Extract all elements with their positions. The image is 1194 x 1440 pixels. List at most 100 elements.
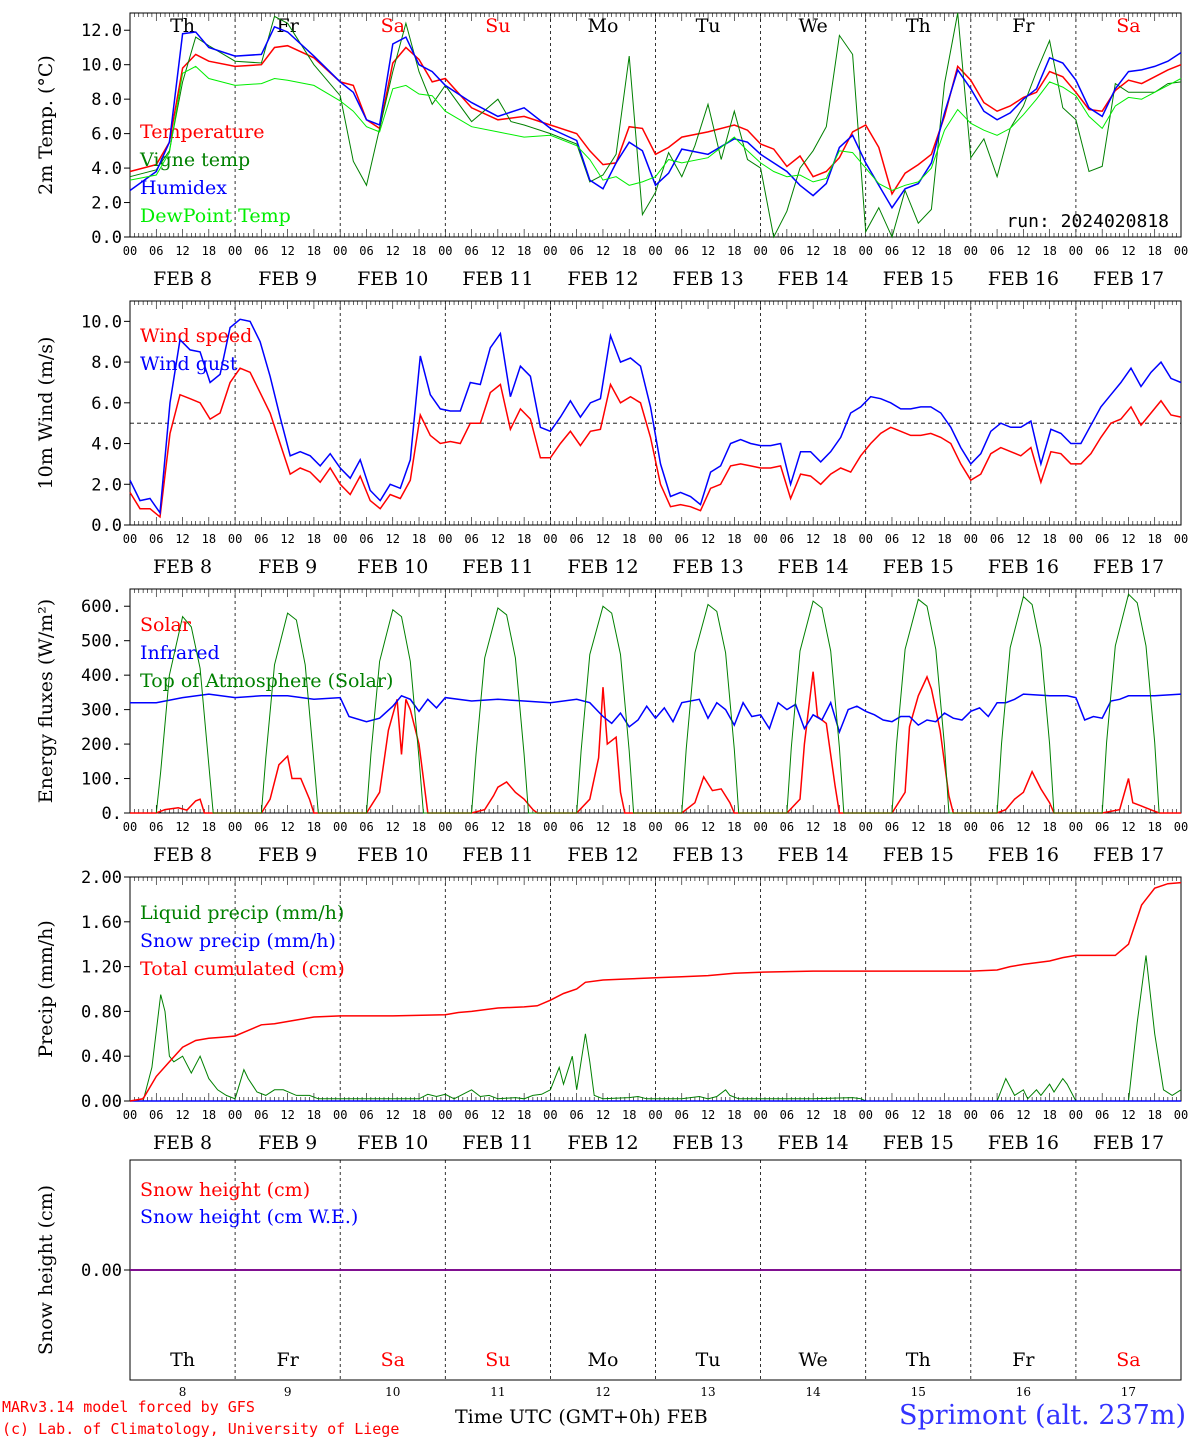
series-line-dewpoint-temp xyxy=(129,65,1182,192)
hour-tick-label: 06 xyxy=(780,244,794,258)
date-label: FEB 15 xyxy=(883,556,954,578)
hour-tick-label: 00 xyxy=(1069,244,1083,258)
hour-tick-label: 00 xyxy=(123,532,137,546)
hour-tick-label: 00 xyxy=(648,820,662,834)
hour-tick-label: 00 xyxy=(333,532,347,546)
hour-tick-label: 06 xyxy=(675,244,689,258)
station-name: Sprimont (alt. 237m) xyxy=(899,1400,1186,1431)
time-axis-text: Time UTC (GMT+0h) xyxy=(455,1406,661,1428)
hour-tick-label: 18 xyxy=(622,244,636,258)
date-label: FEB 11 xyxy=(462,1132,533,1154)
hour-tick-label: 00 xyxy=(753,1108,767,1122)
day-of-week-label: Sa xyxy=(381,1349,405,1371)
date-label: FEB 14 xyxy=(778,268,849,290)
series-line-top-of-atmosphere-solar xyxy=(155,593,1160,814)
date-label: FEB 9 xyxy=(258,1132,317,1154)
hour-tick-label: 06 xyxy=(569,820,583,834)
day-number-label: 14 xyxy=(806,1385,822,1399)
hour-tick-label: 06 xyxy=(464,820,478,834)
panel-frame xyxy=(129,300,1182,526)
legend-entry: Vigne temp xyxy=(139,149,250,171)
day-number-label: 9 xyxy=(284,1385,292,1399)
hour-tick-label: 18 xyxy=(202,532,216,546)
hour-tick-label: 06 xyxy=(569,244,583,258)
hour-tick-label: 18 xyxy=(832,532,846,546)
hour-tick-label: 18 xyxy=(517,532,531,546)
day-of-week-label: Su xyxy=(485,15,510,37)
date-label: FEB 12 xyxy=(567,556,638,578)
series-line-infrared xyxy=(130,693,1182,735)
series-line-temperature xyxy=(129,44,1182,196)
hour-tick-label: 06 xyxy=(990,1108,1004,1122)
hour-tick-label: 18 xyxy=(937,244,951,258)
y-tick-label: 0.00 xyxy=(81,1261,122,1281)
hour-tick-label: 12 xyxy=(596,820,610,834)
date-label: FEB 17 xyxy=(1093,1132,1164,1154)
hour-tick-label: 06 xyxy=(1095,244,1109,258)
hour-tick-label: 06 xyxy=(1095,820,1109,834)
series-line-vigne-temp xyxy=(129,12,1182,239)
y-axis-label: 2m Temp. (°C) xyxy=(35,55,57,195)
date-label: FEB 17 xyxy=(1093,844,1164,866)
hour-tick-label: 06 xyxy=(780,820,794,834)
y-tick-label: 0.0 xyxy=(91,516,122,536)
hour-tick-label: 18 xyxy=(1042,244,1056,258)
date-label: FEB 8 xyxy=(153,268,212,290)
date-label: FEB 9 xyxy=(258,268,317,290)
hour-tick-label: 06 xyxy=(149,820,163,834)
hour-tick-label: 12 xyxy=(280,532,294,546)
hour-tick-label: 18 xyxy=(517,244,531,258)
hour-tick-label: 12 xyxy=(911,532,925,546)
hour-tick-label: 12 xyxy=(491,532,505,546)
date-label: FEB 14 xyxy=(778,844,849,866)
day-of-week-label: Sa xyxy=(1116,1349,1140,1371)
y-axis-label: Snow height (cm) xyxy=(35,1185,57,1355)
date-label: FEB 11 xyxy=(462,844,533,866)
hour-tick-label: 00 xyxy=(858,244,872,258)
hour-tick-label: 00 xyxy=(1069,532,1083,546)
hour-tick-label: 00 xyxy=(1174,244,1188,258)
day-of-week-label: Sa xyxy=(381,15,405,37)
hour-tick-label: 12 xyxy=(701,532,715,546)
hour-tick-label: 18 xyxy=(202,244,216,258)
hour-tick-label: 12 xyxy=(701,820,715,834)
legend-entry: Top of Atmosphere (Solar) xyxy=(140,670,393,692)
hour-tick-label: 00 xyxy=(543,532,557,546)
y-tick-label: 0. xyxy=(102,804,122,824)
hour-tick-label: 18 xyxy=(202,1108,216,1122)
hour-tick-label: 12 xyxy=(1121,244,1135,258)
date-label: FEB 13 xyxy=(672,1132,743,1154)
panel-frame xyxy=(129,12,1182,238)
hour-tick-label: 00 xyxy=(438,820,452,834)
hour-tick-label: 00 xyxy=(648,1108,662,1122)
hour-tick-label: 18 xyxy=(832,244,846,258)
date-label: FEB 16 xyxy=(988,556,1059,578)
hour-tick-label: 12 xyxy=(175,1108,189,1122)
y-tick-label: 300. xyxy=(81,701,122,721)
hour-tick-label: 06 xyxy=(885,820,899,834)
date-label: FEB 8 xyxy=(153,556,212,578)
legend-entry: Snow height (cm W.E.) xyxy=(140,1206,358,1228)
hour-tick-label: 00 xyxy=(858,1108,872,1122)
hour-tick-label: 00 xyxy=(123,244,137,258)
day-of-week-label: We xyxy=(799,1349,828,1371)
y-tick-label: 0.0 xyxy=(91,228,122,248)
y-tick-label: 4.0 xyxy=(91,159,122,179)
hour-tick-label: 18 xyxy=(727,244,741,258)
day-of-week-label: Th xyxy=(906,1349,931,1371)
date-label: FEB 8 xyxy=(153,1132,212,1154)
legend-entry: Humidex xyxy=(140,177,227,199)
hour-tick-label: 12 xyxy=(806,244,820,258)
hour-tick-label: 12 xyxy=(911,244,925,258)
date-label: FEB 12 xyxy=(567,268,638,290)
day-of-week-label: Fr xyxy=(1012,1349,1035,1371)
hour-tick-label: 00 xyxy=(543,1108,557,1122)
hour-tick-label: 12 xyxy=(701,244,715,258)
hour-tick-label: 06 xyxy=(990,820,1004,834)
date-label: FEB 10 xyxy=(357,268,428,290)
series-line-solar xyxy=(130,671,1181,814)
y-tick-label: 2.00 xyxy=(81,868,122,888)
y-tick-label: 200. xyxy=(81,735,122,755)
hour-tick-label: 12 xyxy=(911,820,925,834)
series-line-total-cumulated-cm xyxy=(129,881,1182,1102)
